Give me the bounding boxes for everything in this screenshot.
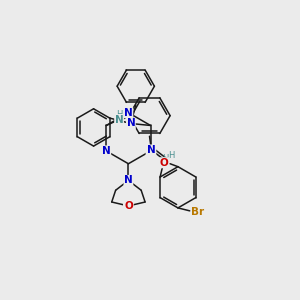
Text: N: N xyxy=(102,146,111,156)
Text: O: O xyxy=(124,201,133,211)
Text: H: H xyxy=(168,152,174,160)
Text: O: O xyxy=(160,158,169,168)
Text: H: H xyxy=(116,110,122,119)
Text: N: N xyxy=(146,146,155,156)
Text: N: N xyxy=(124,108,133,118)
Text: N: N xyxy=(124,176,133,185)
Text: N: N xyxy=(147,145,156,155)
Text: Br: Br xyxy=(191,207,204,217)
Text: N: N xyxy=(115,115,123,124)
Text: N: N xyxy=(127,118,135,128)
Text: H: H xyxy=(162,154,168,163)
